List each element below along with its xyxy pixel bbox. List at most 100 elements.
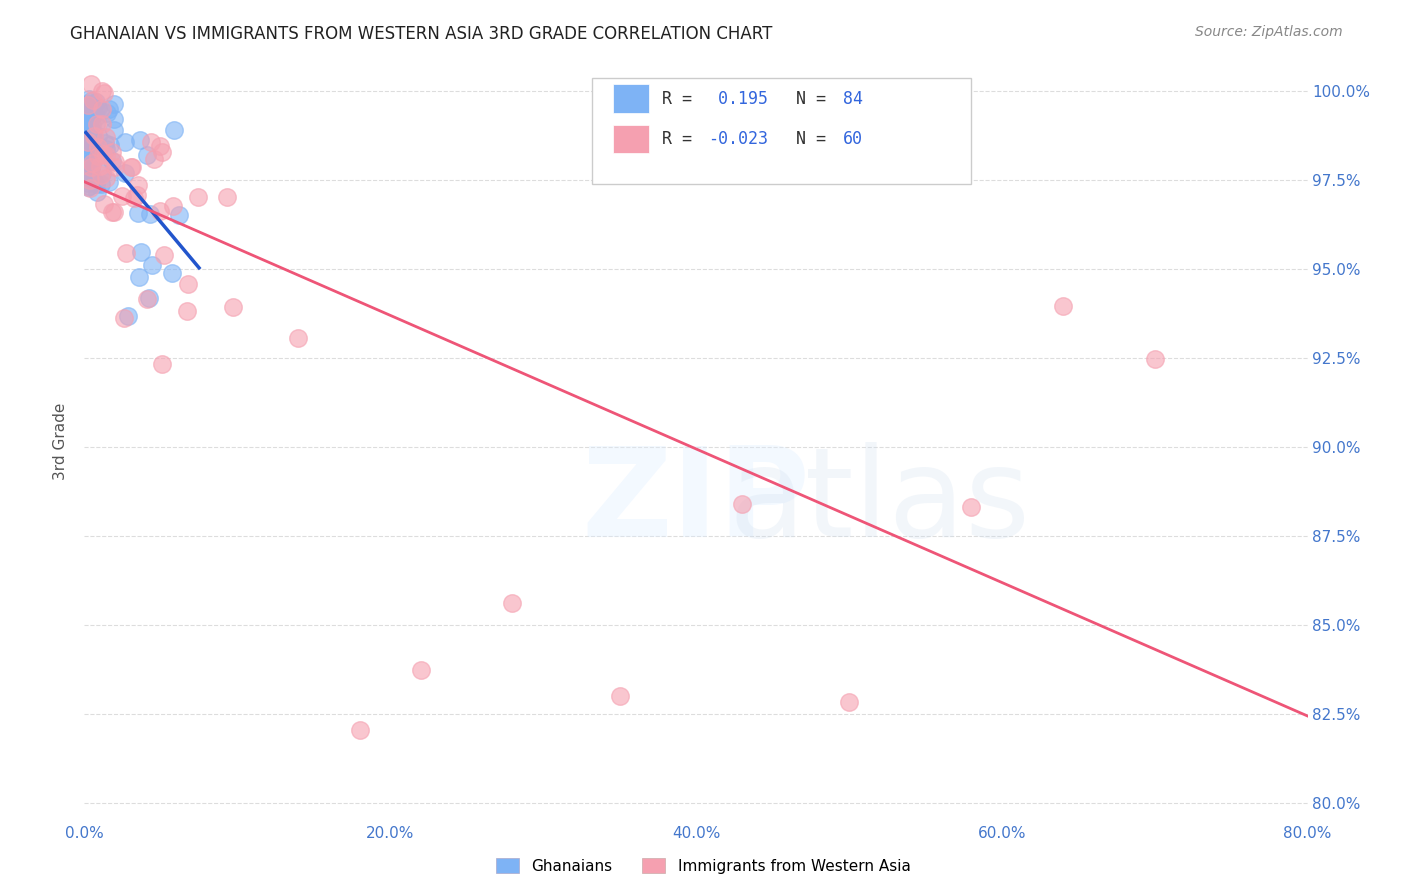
Point [90,177,112,191]
Point [84,117,107,131]
Point [83,130,105,145]
Point [142,152,165,166]
Point [77,169,100,183]
Point [139,135,162,149]
Point [83,174,105,188]
Point [79,103,101,118]
Point [77,92,100,106]
Legend: Ghanaians, Immigrants from Western Asia: Ghanaians, Immigrants from Western Asia [489,852,917,880]
Point [96,106,118,120]
Point [103,112,125,127]
Point [349,723,371,738]
FancyBboxPatch shape [613,85,650,113]
Point [104,154,127,169]
Point [98,138,121,153]
Point [84,177,107,191]
Text: atlas: atlas [728,442,1031,563]
Point [128,270,150,285]
Point [120,160,142,174]
Point [82,155,104,169]
Point [103,97,125,112]
Point [141,258,163,272]
Point [96,148,118,162]
Point [77,121,100,136]
Point [91,146,114,161]
Point [135,292,157,306]
Point [127,206,149,220]
Point [103,204,125,219]
Point [83,135,105,149]
Point [114,135,136,149]
Point [79,160,101,174]
Point [162,199,184,213]
Point [114,246,136,260]
Point [79,120,101,135]
Point [93,197,115,211]
Point [82,124,104,138]
Point [80,77,103,91]
Point [117,309,139,323]
Point [76,110,98,124]
Point [94,170,117,185]
Point [80,125,103,139]
Text: 60: 60 [842,130,863,148]
Point [169,208,191,222]
Point [177,277,200,292]
Point [138,291,160,305]
Point [80,99,103,113]
Point [93,86,115,100]
Point [86,186,108,200]
Point [149,139,172,153]
Point [1052,299,1074,313]
Point [502,597,524,611]
Point [80,160,103,174]
Point [76,129,98,144]
Point [287,331,309,345]
Point [150,357,173,371]
Point [121,160,143,174]
Text: ZIP: ZIP [582,442,810,563]
Point [79,173,101,187]
Point [79,166,101,180]
Point [79,108,101,122]
Point [129,245,152,260]
Point [91,117,114,131]
Point [91,166,114,180]
Text: R =: R = [662,130,702,148]
Point [76,111,98,125]
Point [80,110,103,124]
Point [86,149,108,163]
Point [79,156,101,170]
Point [77,167,100,181]
Point [163,122,186,136]
Point [75,145,97,159]
Point [101,205,124,219]
Point [83,129,105,144]
Point [79,169,101,184]
Point [217,189,239,203]
Text: GHANAIAN VS IMMIGRANTS FROM WESTERN ASIA 3RD GRADE CORRELATION CHART: GHANAIAN VS IMMIGRANTS FROM WESTERN ASIA… [70,25,773,43]
Point [77,116,100,130]
Point [139,207,162,221]
Point [153,248,176,262]
Point [76,98,98,112]
Point [150,145,173,159]
Point [149,203,172,218]
Text: N =: N = [796,90,837,108]
Point [94,129,117,144]
Point [80,118,103,132]
Point [76,118,98,132]
Point [98,175,121,189]
Point [76,99,98,113]
Point [77,167,100,181]
Point [80,169,103,183]
Point [87,101,110,115]
Point [160,266,183,280]
Point [104,160,127,174]
Point [84,103,107,117]
Point [80,106,103,120]
Text: Source: ZipAtlas.com: Source: ZipAtlas.com [1195,25,1343,39]
Point [89,159,111,173]
Point [82,129,104,144]
Point [101,154,124,169]
